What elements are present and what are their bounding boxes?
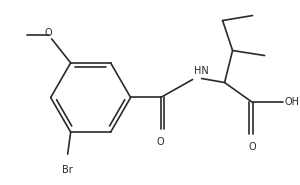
Text: O: O: [249, 142, 256, 152]
Text: O: O: [45, 28, 52, 38]
Text: O: O: [157, 137, 164, 147]
Text: HN: HN: [194, 65, 208, 75]
Text: Br: Br: [62, 165, 73, 175]
Text: OH: OH: [285, 97, 300, 107]
